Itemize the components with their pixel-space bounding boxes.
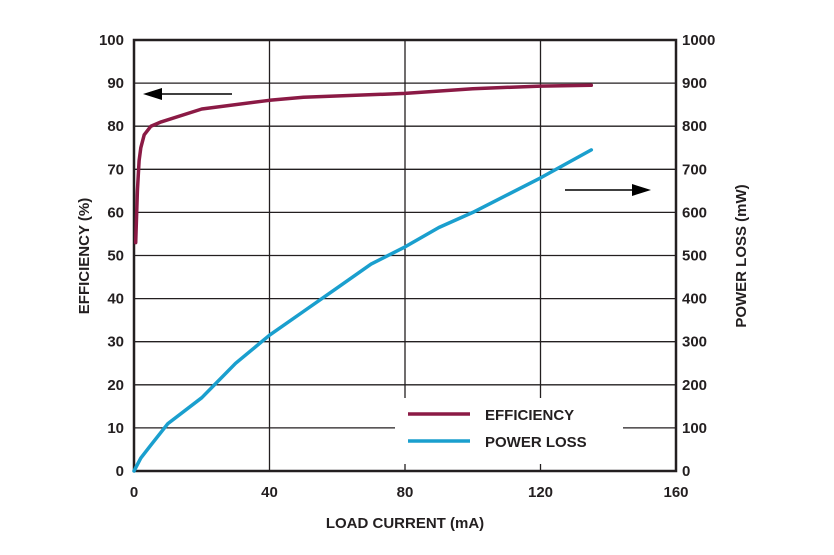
plot-frame bbox=[132, 38, 678, 473]
x-tick-label: 0 bbox=[130, 484, 138, 501]
legend: EFFICIENCY POWER LOSS bbox=[395, 398, 623, 464]
legend-background bbox=[395, 398, 623, 464]
x-tick-label: 160 bbox=[663, 484, 688, 501]
right-arrow-icon bbox=[632, 184, 651, 196]
y-tick-label-left: 40 bbox=[107, 291, 124, 308]
x-tick-label: 80 bbox=[397, 484, 414, 501]
series-line-efficiency bbox=[133, 83, 594, 245]
legend-label: POWER LOSS bbox=[485, 434, 587, 451]
y-axis-label-left: EFFICIENCY (%) bbox=[76, 198, 93, 314]
y-tick-label-left: 50 bbox=[107, 248, 124, 265]
y-tick-label-left: 70 bbox=[107, 161, 124, 178]
y-tick-label-right: 900 bbox=[682, 75, 707, 92]
x-axis-label: LOAD CURRENT (mA) bbox=[326, 515, 484, 532]
y-tick-label-left: 90 bbox=[107, 75, 124, 92]
y-tick-label-right: 700 bbox=[682, 161, 707, 178]
y-tick-label-right: 500 bbox=[682, 248, 707, 265]
y-tick-label-left: 0 bbox=[116, 463, 124, 480]
legend-label: EFFICIENCY bbox=[485, 407, 574, 424]
y-tick-label-left: 20 bbox=[107, 377, 124, 394]
y-axis-label-right: POWER LOSS (mW) bbox=[733, 184, 750, 327]
y-tick-label-left: 80 bbox=[107, 118, 124, 135]
x-tick-label: 120 bbox=[528, 484, 553, 501]
y-tick-label-right: 400 bbox=[682, 291, 707, 308]
x-tick-label: 40 bbox=[261, 484, 278, 501]
y-tick-label-right: 300 bbox=[682, 334, 707, 351]
series-lines bbox=[132, 83, 594, 473]
y-tick-label-right: 0 bbox=[682, 463, 690, 480]
y-tick-label-right: 600 bbox=[682, 204, 707, 221]
y-tick-label-left: 100 bbox=[99, 32, 124, 49]
y-tick-label-right: 200 bbox=[682, 377, 707, 394]
y-tick-label-left: 30 bbox=[107, 334, 124, 351]
y-tick-label-left: 10 bbox=[107, 420, 124, 437]
y-tick-label-left: 60 bbox=[107, 204, 124, 221]
y-tick-label-right: 1000 bbox=[682, 32, 715, 49]
y-tick-label-right: 100 bbox=[682, 420, 707, 437]
left-arrow-icon bbox=[143, 88, 162, 100]
y-tick-label-right: 800 bbox=[682, 118, 707, 135]
series-line-power-loss bbox=[132, 148, 594, 473]
axis-arrows bbox=[143, 88, 651, 196]
